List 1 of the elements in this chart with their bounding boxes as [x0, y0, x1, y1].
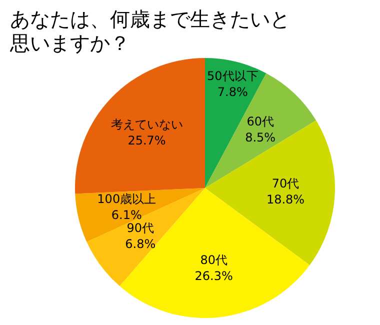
title: あなたは、何歳まで生きたいと思いますか？: [10, 7, 290, 55]
